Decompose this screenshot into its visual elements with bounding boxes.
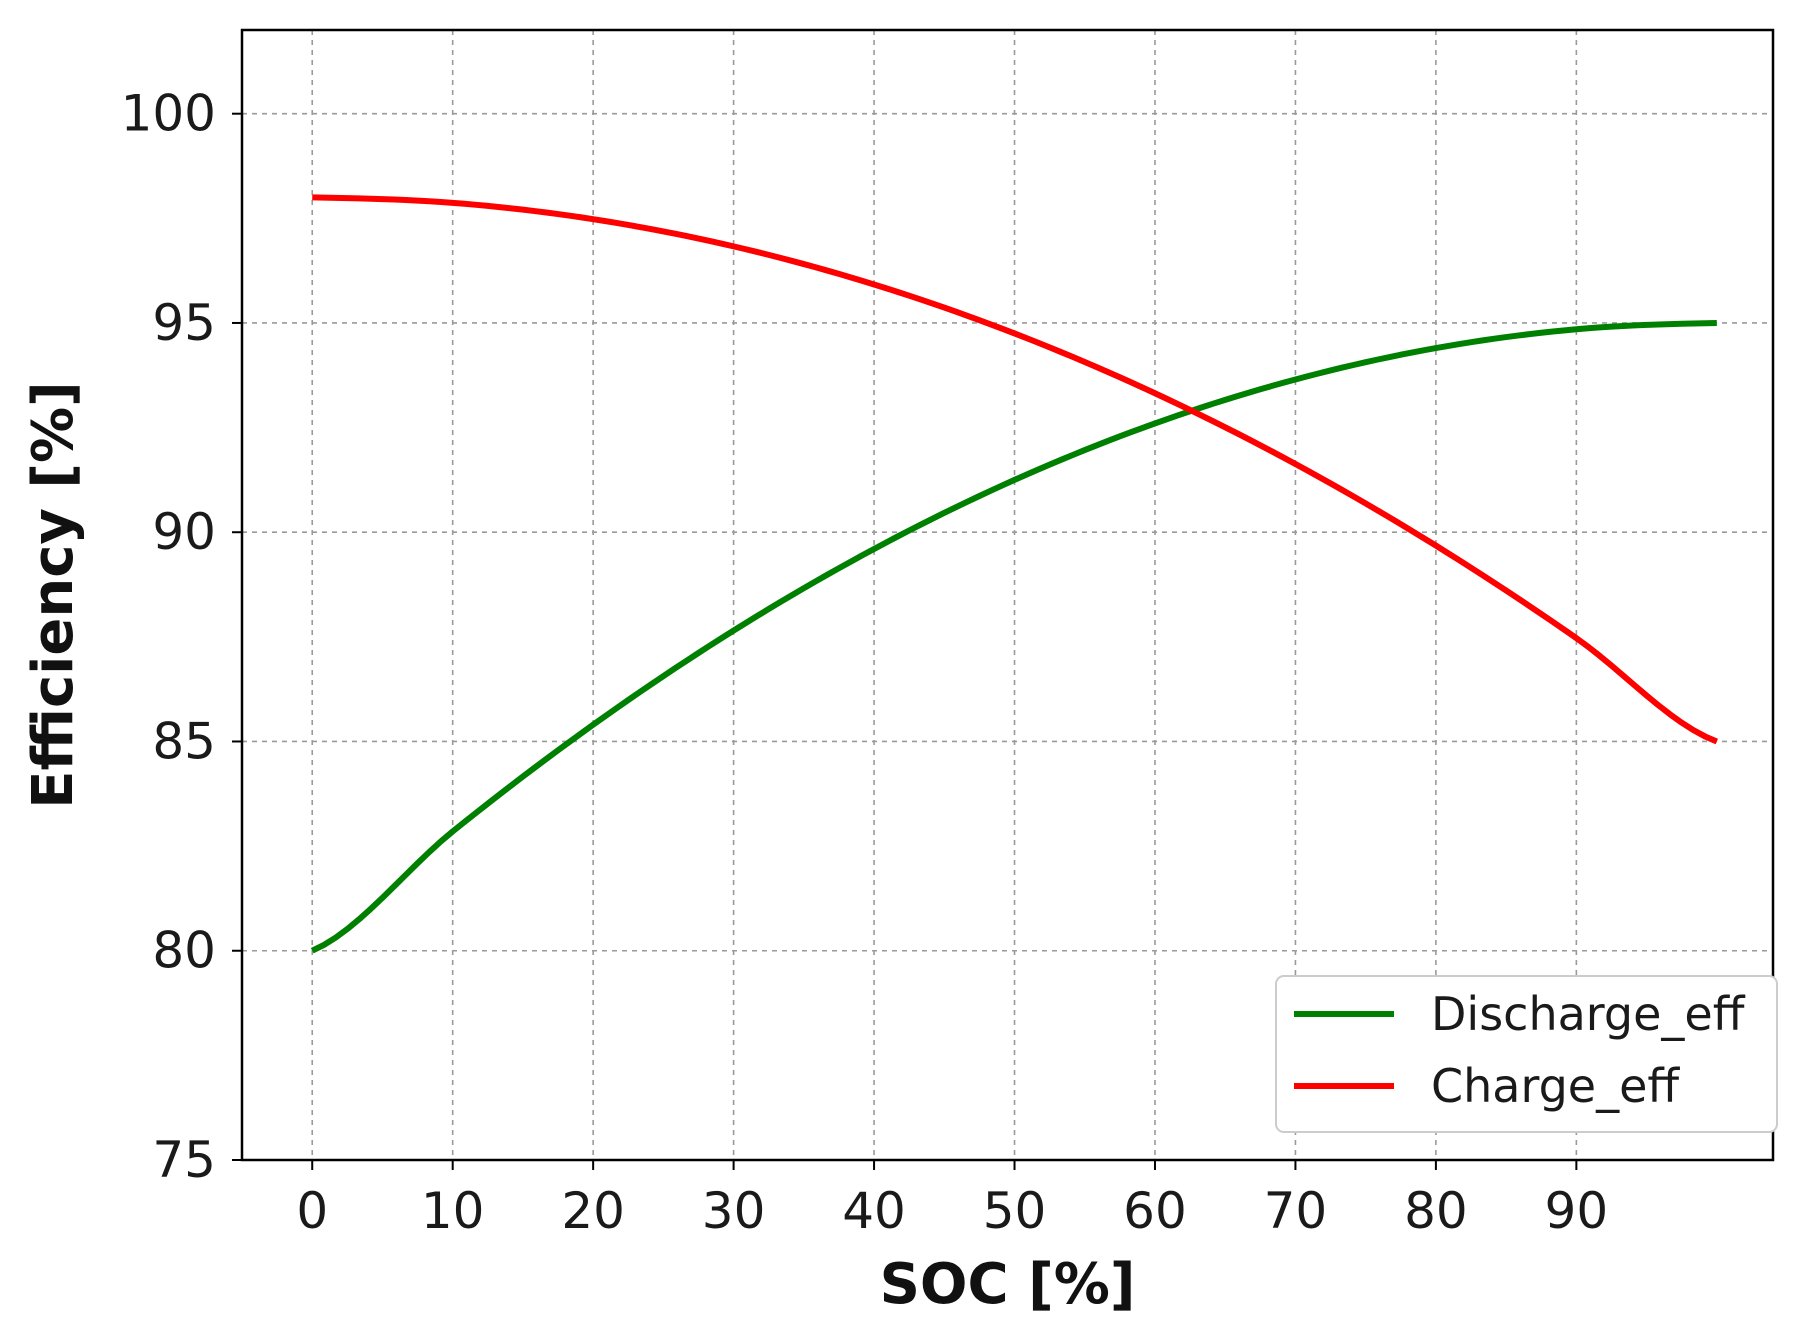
- x-tick-label: 60: [1123, 1182, 1187, 1240]
- legend-box: [1275, 975, 1778, 1133]
- series-line-discharge-eff: [310, 319, 1717, 954]
- x-axis-title: SOC [%]: [880, 1252, 1136, 1317]
- x-tick-label: 10: [421, 1182, 485, 1240]
- x-tick-label: 20: [561, 1182, 625, 1240]
- x-tick-label: 40: [842, 1182, 906, 1240]
- x-tick-label: 50: [983, 1182, 1047, 1240]
- x-tick-label: 0: [296, 1182, 328, 1240]
- x-tick-label: 70: [1264, 1182, 1328, 1240]
- y-tick-label: 95: [152, 294, 216, 352]
- legend-label: Charge_eff: [1431, 1059, 1680, 1113]
- legend: Discharge_eff Charge_eff: [1275, 975, 1778, 1133]
- y-axis-title: Efficiency [%]: [21, 381, 86, 808]
- y-tick-label: 90: [152, 503, 216, 561]
- y-tick-label: 100: [121, 85, 216, 143]
- legend-label: Discharge_eff: [1431, 987, 1746, 1041]
- tick-label-layer: 0 10 20 30 40 50 60 70 80 90 75 80 85 90 95 100: [121, 85, 1609, 1240]
- y-tick-label: 80: [152, 922, 216, 980]
- grid-layer: [242, 30, 1773, 1161]
- tick-layer: [232, 112, 1578, 1170]
- x-tick-label: 90: [1545, 1182, 1609, 1240]
- legend-entries: Discharge_eff Charge_eff: [1294, 987, 1746, 1113]
- x-tick-label: 80: [1404, 1182, 1468, 1240]
- series-layer: [310, 194, 1719, 954]
- series-line-charge-eff: [312, 194, 1719, 745]
- plot-frame: [240, 28, 1775, 1162]
- y-tick-label: 75: [152, 1131, 216, 1189]
- x-tick-label: 30: [702, 1182, 766, 1240]
- y-tick-label: 85: [152, 712, 216, 770]
